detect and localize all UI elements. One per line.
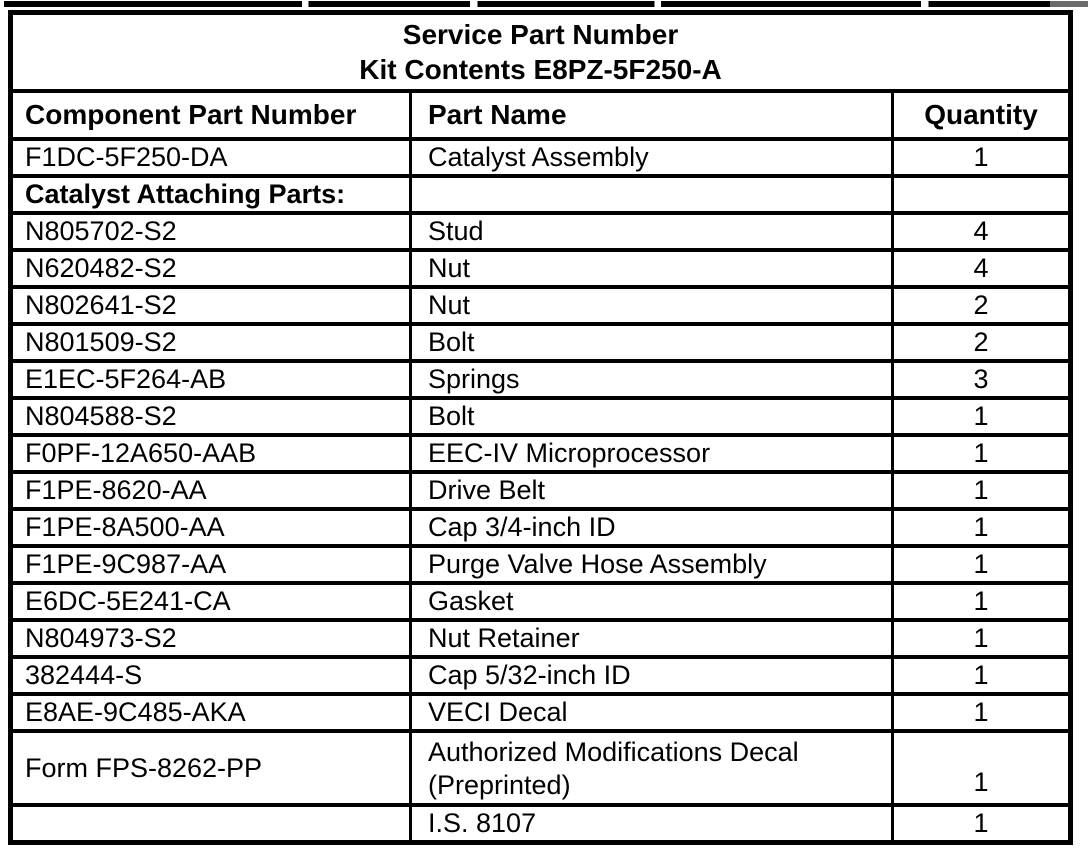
cell-quantity: 1 — [891, 507, 1072, 548]
cell-part-name: Stud — [409, 211, 894, 252]
cell-part-name: I.S. 8107 — [409, 803, 894, 845]
cell-part-name: Nut — [409, 285, 894, 326]
cell-part-name: Nut — [409, 248, 894, 289]
cell-part-name: Bolt — [409, 322, 894, 363]
cell-part-number: 382444-S — [9, 655, 412, 696]
cell-part-name: Bolt — [409, 396, 894, 437]
cell-part-number: N804973-S2 — [9, 618, 412, 659]
table-row: N804588-S2 Bolt 1 — [9, 396, 1072, 437]
table-row: Form FPS-8262-PP Authorized Modification… — [9, 729, 1072, 807]
cell-quantity: 1 — [891, 618, 1072, 659]
table-body: F1DC-5F250-DA Catalyst Assembly 1 Cataly… — [9, 137, 1072, 845]
cell-part-number: N801509-S2 — [9, 322, 412, 363]
cell-part-number: N802641-S2 — [9, 285, 412, 326]
table-row: N804973-S2 Nut Retainer 1 — [9, 618, 1072, 659]
scan-artifact-line — [4, 1, 1088, 7]
column-header-quantity: Quantity — [891, 89, 1072, 141]
column-header-part-number: Component Part Number — [9, 89, 412, 141]
table-row: F1PE-8A500-AA Cap 3/4-inch ID 1 — [9, 507, 1072, 548]
cell-part-number: N805702-S2 — [9, 211, 412, 252]
cell-quantity: 1 — [891, 433, 1072, 474]
cell-part-name: Authorized Modifications Decal (Preprinte… — [409, 729, 894, 807]
table-title-row: Service Part Number Kit Contents E8PZ-5F… — [9, 10, 1072, 93]
cell-quantity: 1 — [891, 803, 1072, 845]
table-row: N801509-S2 Bolt 2 — [9, 322, 1072, 363]
table-row: F1PE-8620-AA Drive Belt 1 — [9, 470, 1072, 511]
cell-part-name: Nut Retainer — [409, 618, 894, 659]
cell-part-number: N620482-S2 — [9, 248, 412, 289]
cell-part-name: Cap 3/4-inch ID — [409, 507, 894, 548]
table-row: N620482-S2 Nut 4 — [9, 248, 1072, 289]
kit-contents-table: Service Part Number Kit Contents E8PZ-5F… — [8, 10, 1073, 845]
cell-quantity: 1 — [891, 581, 1072, 622]
table-row: Catalyst Attaching Parts: — [9, 174, 1072, 215]
cell-part-number: E8AE-9C485-AKA — [9, 692, 412, 733]
cell-quantity: 2 — [891, 285, 1072, 326]
cell-part-name: Cap 5/32-inch ID — [409, 655, 894, 696]
table-row: E1EC-5F264-AB Springs 3 — [9, 359, 1072, 400]
cell-part-number: E6DC-5E241-CA — [9, 581, 412, 622]
cell-quantity: 1 — [891, 396, 1072, 437]
cell-part-name: Springs — [409, 359, 894, 400]
cell-part-number: N804588-S2 — [9, 396, 412, 437]
cell-part-name: Gasket — [409, 581, 894, 622]
cell-quantity: 1 — [891, 692, 1072, 733]
cell-part-number: F1PE-9C987-AA — [9, 544, 412, 585]
cell-quantity: 4 — [891, 248, 1072, 289]
title-line-1: Service Part Number — [402, 19, 679, 50]
cell-part-number: F1DC-5F250-DA — [9, 137, 412, 178]
cell-quantity: 1 — [891, 544, 1072, 585]
cell-part-name: Catalyst Assembly — [409, 137, 894, 178]
cell-quantity: 1 — [891, 470, 1072, 511]
table-row: F1PE-9C987-AA Purge Valve Hose Assembly … — [9, 544, 1072, 585]
cell-part-name — [409, 174, 894, 215]
cell-part-name: Drive Belt — [409, 470, 894, 511]
table-title: Service Part Number Kit Contents E8PZ-5F… — [9, 10, 1072, 93]
cell-part-name: Purge Valve Hose Assembly — [409, 544, 894, 585]
cell-part-number: F1PE-8A500-AA — [9, 507, 412, 548]
title-line-2: Kit Contents E8PZ-5F250-A — [359, 54, 722, 85]
cell-quantity: 2 — [891, 322, 1072, 363]
cell-part-number — [9, 803, 412, 845]
cell-quantity: 4 — [891, 211, 1072, 252]
table-row: F0PF-12A650-AAB EEC-IV Microprocessor 1 — [9, 433, 1072, 474]
cell-quantity: 1 — [891, 655, 1072, 696]
column-header-part-name: Part Name — [409, 89, 894, 141]
table-row: I.S. 8107 1 — [9, 803, 1072, 845]
table-row: F1DC-5F250-DA Catalyst Assembly 1 — [9, 137, 1072, 178]
cell-part-number: Form FPS-8262-PP — [9, 729, 412, 807]
cell-quantity: 1 — [891, 729, 1072, 807]
table-row: 382444-S Cap 5/32-inch ID 1 — [9, 655, 1072, 696]
cell-part-number: F1PE-8620-AA — [9, 470, 412, 511]
cell-part-number: E1EC-5F264-AB — [9, 359, 412, 400]
cell-quantity — [891, 174, 1072, 215]
cell-quantity: 3 — [891, 359, 1072, 400]
cell-part-name: EEC-IV Microprocessor — [409, 433, 894, 474]
table-row: N805702-S2 Stud 4 — [9, 211, 1072, 252]
table-row: E6DC-5E241-CA Gasket 1 — [9, 581, 1072, 622]
cell-part-number: F0PF-12A650-AAB — [9, 433, 412, 474]
cell-part-number: Catalyst Attaching Parts: — [9, 174, 412, 215]
cell-part-name: VECI Decal — [409, 692, 894, 733]
cell-quantity: 1 — [891, 137, 1072, 178]
table-row: N802641-S2 Nut 2 — [9, 285, 1072, 326]
table-row: E8AE-9C485-AKA VECI Decal 1 — [9, 692, 1072, 733]
column-header-row: Component Part Number Part Name Quantity — [9, 89, 1072, 141]
